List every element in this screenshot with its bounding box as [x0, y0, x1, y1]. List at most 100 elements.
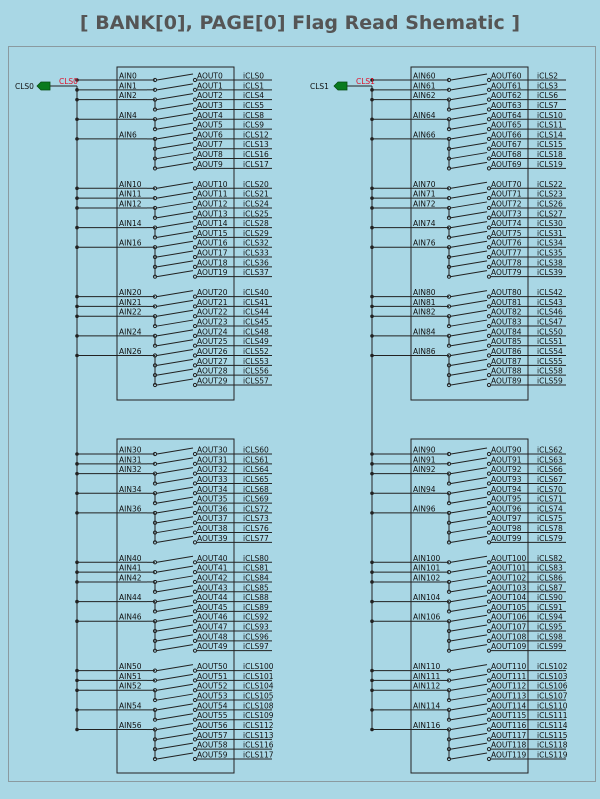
aout-label: AOUT119: [491, 750, 527, 759]
icls-label: iCLS4: [243, 91, 264, 100]
bus-junction: [370, 78, 374, 82]
switch-blade: [450, 535, 488, 543]
aout-label: AOUT88: [491, 367, 522, 376]
switch-blade: [450, 713, 488, 721]
switch-contact: [192, 461, 198, 466]
switch-contact: [192, 756, 198, 762]
switch-blade: [450, 290, 488, 298]
switch-contact: [486, 717, 492, 722]
switch-blade: [450, 299, 488, 307]
switch-contact: [152, 304, 158, 309]
switch-blade: [450, 506, 488, 514]
switch-contact: [152, 501, 158, 506]
aout-label: AOUT113: [491, 692, 527, 701]
flag-label: CLS0: [15, 82, 34, 91]
ain-label: AIN100: [413, 554, 440, 563]
switch-contact: [152, 481, 158, 486]
switch-contact: [192, 471, 198, 476]
switch-contact: [486, 186, 492, 191]
ain-label: AIN52: [119, 682, 142, 691]
aout-label: AOUT115: [491, 711, 527, 720]
switch-contact: [446, 127, 452, 132]
aout-label: AOUT23: [197, 318, 228, 327]
ain-label: AIN41: [119, 564, 142, 573]
aout-label: AOUT16: [197, 239, 228, 248]
switch-contact: [486, 117, 492, 122]
switch-contact: [446, 609, 452, 614]
switch-contact: [486, 304, 492, 309]
switch-contact: [486, 530, 492, 535]
ain-label: AIN96: [413, 504, 436, 513]
switch-contact: [152, 235, 158, 240]
switch-blade: [450, 260, 488, 268]
switch-contact: [446, 560, 452, 565]
aout-label: AOUT96: [491, 504, 522, 513]
switch-blade: [156, 476, 194, 484]
aout-label: AOUT79: [491, 268, 522, 277]
icls-label: iCLS70: [537, 485, 563, 494]
switch-contact: [192, 491, 198, 496]
switch-blade: [156, 230, 194, 238]
aout-label: AOUT15: [197, 229, 228, 238]
switch-blade: [156, 349, 194, 357]
switch-contact: [486, 343, 492, 348]
icls-label: iCLS20: [243, 180, 269, 189]
switch-blade: [156, 575, 194, 583]
switch-blade: [156, 181, 194, 189]
icls-label: iCLS59: [537, 376, 563, 385]
aout-label: AOUT39: [197, 534, 228, 543]
icls-label: iCLS45: [243, 318, 269, 327]
switch-contact: [192, 540, 198, 545]
switch-blade: [156, 221, 194, 229]
switch-contact: [486, 727, 492, 732]
switch-contact: [446, 323, 452, 329]
icls-label: iCLS76: [243, 524, 269, 533]
block-box: [410, 438, 529, 774]
switch-blade: [450, 349, 488, 357]
icls-label: iCLS52: [243, 347, 269, 356]
aout-label: AOUT101: [491, 564, 527, 573]
switch-blade: [156, 378, 194, 386]
switch-contact: [486, 107, 492, 112]
ain-label: AIN74: [413, 219, 436, 228]
icls-label: iCLS103: [537, 672, 568, 681]
icls-label: iCLS11: [537, 121, 563, 130]
ain-label: AIN32: [119, 465, 142, 474]
ain-label: AIN0: [119, 72, 137, 81]
aout-label: AOUT118: [491, 741, 527, 750]
icls-label: iCLS53: [243, 357, 269, 366]
icls-label: iCLS92: [243, 613, 269, 622]
switch-contact: [192, 727, 198, 732]
switch-contact: [486, 245, 492, 250]
switch-blade: [450, 516, 488, 524]
switch-blade: [156, 447, 194, 455]
aout-label: AOUT42: [197, 573, 228, 582]
aout-label: AOUT21: [197, 298, 228, 307]
icls-label: iCLS39: [537, 268, 563, 277]
aout-label: AOUT71: [491, 190, 522, 199]
aout-label: AOUT63: [491, 101, 522, 110]
aout-label: AOUT2: [197, 91, 223, 100]
ain-label: AIN20: [119, 288, 142, 297]
aout-label: AOUT12: [197, 199, 228, 208]
switch-contact: [192, 481, 198, 486]
switch-contact: [192, 166, 198, 171]
aout-label: AOUT49: [197, 642, 228, 651]
switch-blade: [156, 732, 194, 740]
aout-label: AOUT106: [491, 613, 527, 622]
icls-label: iCLS75: [537, 514, 563, 523]
switch-contact: [446, 186, 452, 191]
switch-contact: [486, 196, 492, 201]
icls-label: iCLS22: [537, 180, 563, 189]
switch-blade: [450, 240, 488, 248]
switch-contact: [486, 481, 492, 486]
aout-label: AOUT48: [197, 632, 228, 641]
switch-blade: [156, 496, 194, 504]
aout-label: AOUT4: [197, 111, 223, 120]
cls-flag-icon: [333, 81, 348, 91]
switch-blade: [156, 270, 194, 278]
icls-label: iCLS80: [243, 554, 269, 563]
aout-label: AOUT89: [491, 376, 522, 385]
icls-label: iCLS95: [537, 623, 563, 632]
aout-label: AOUT7: [197, 140, 223, 149]
